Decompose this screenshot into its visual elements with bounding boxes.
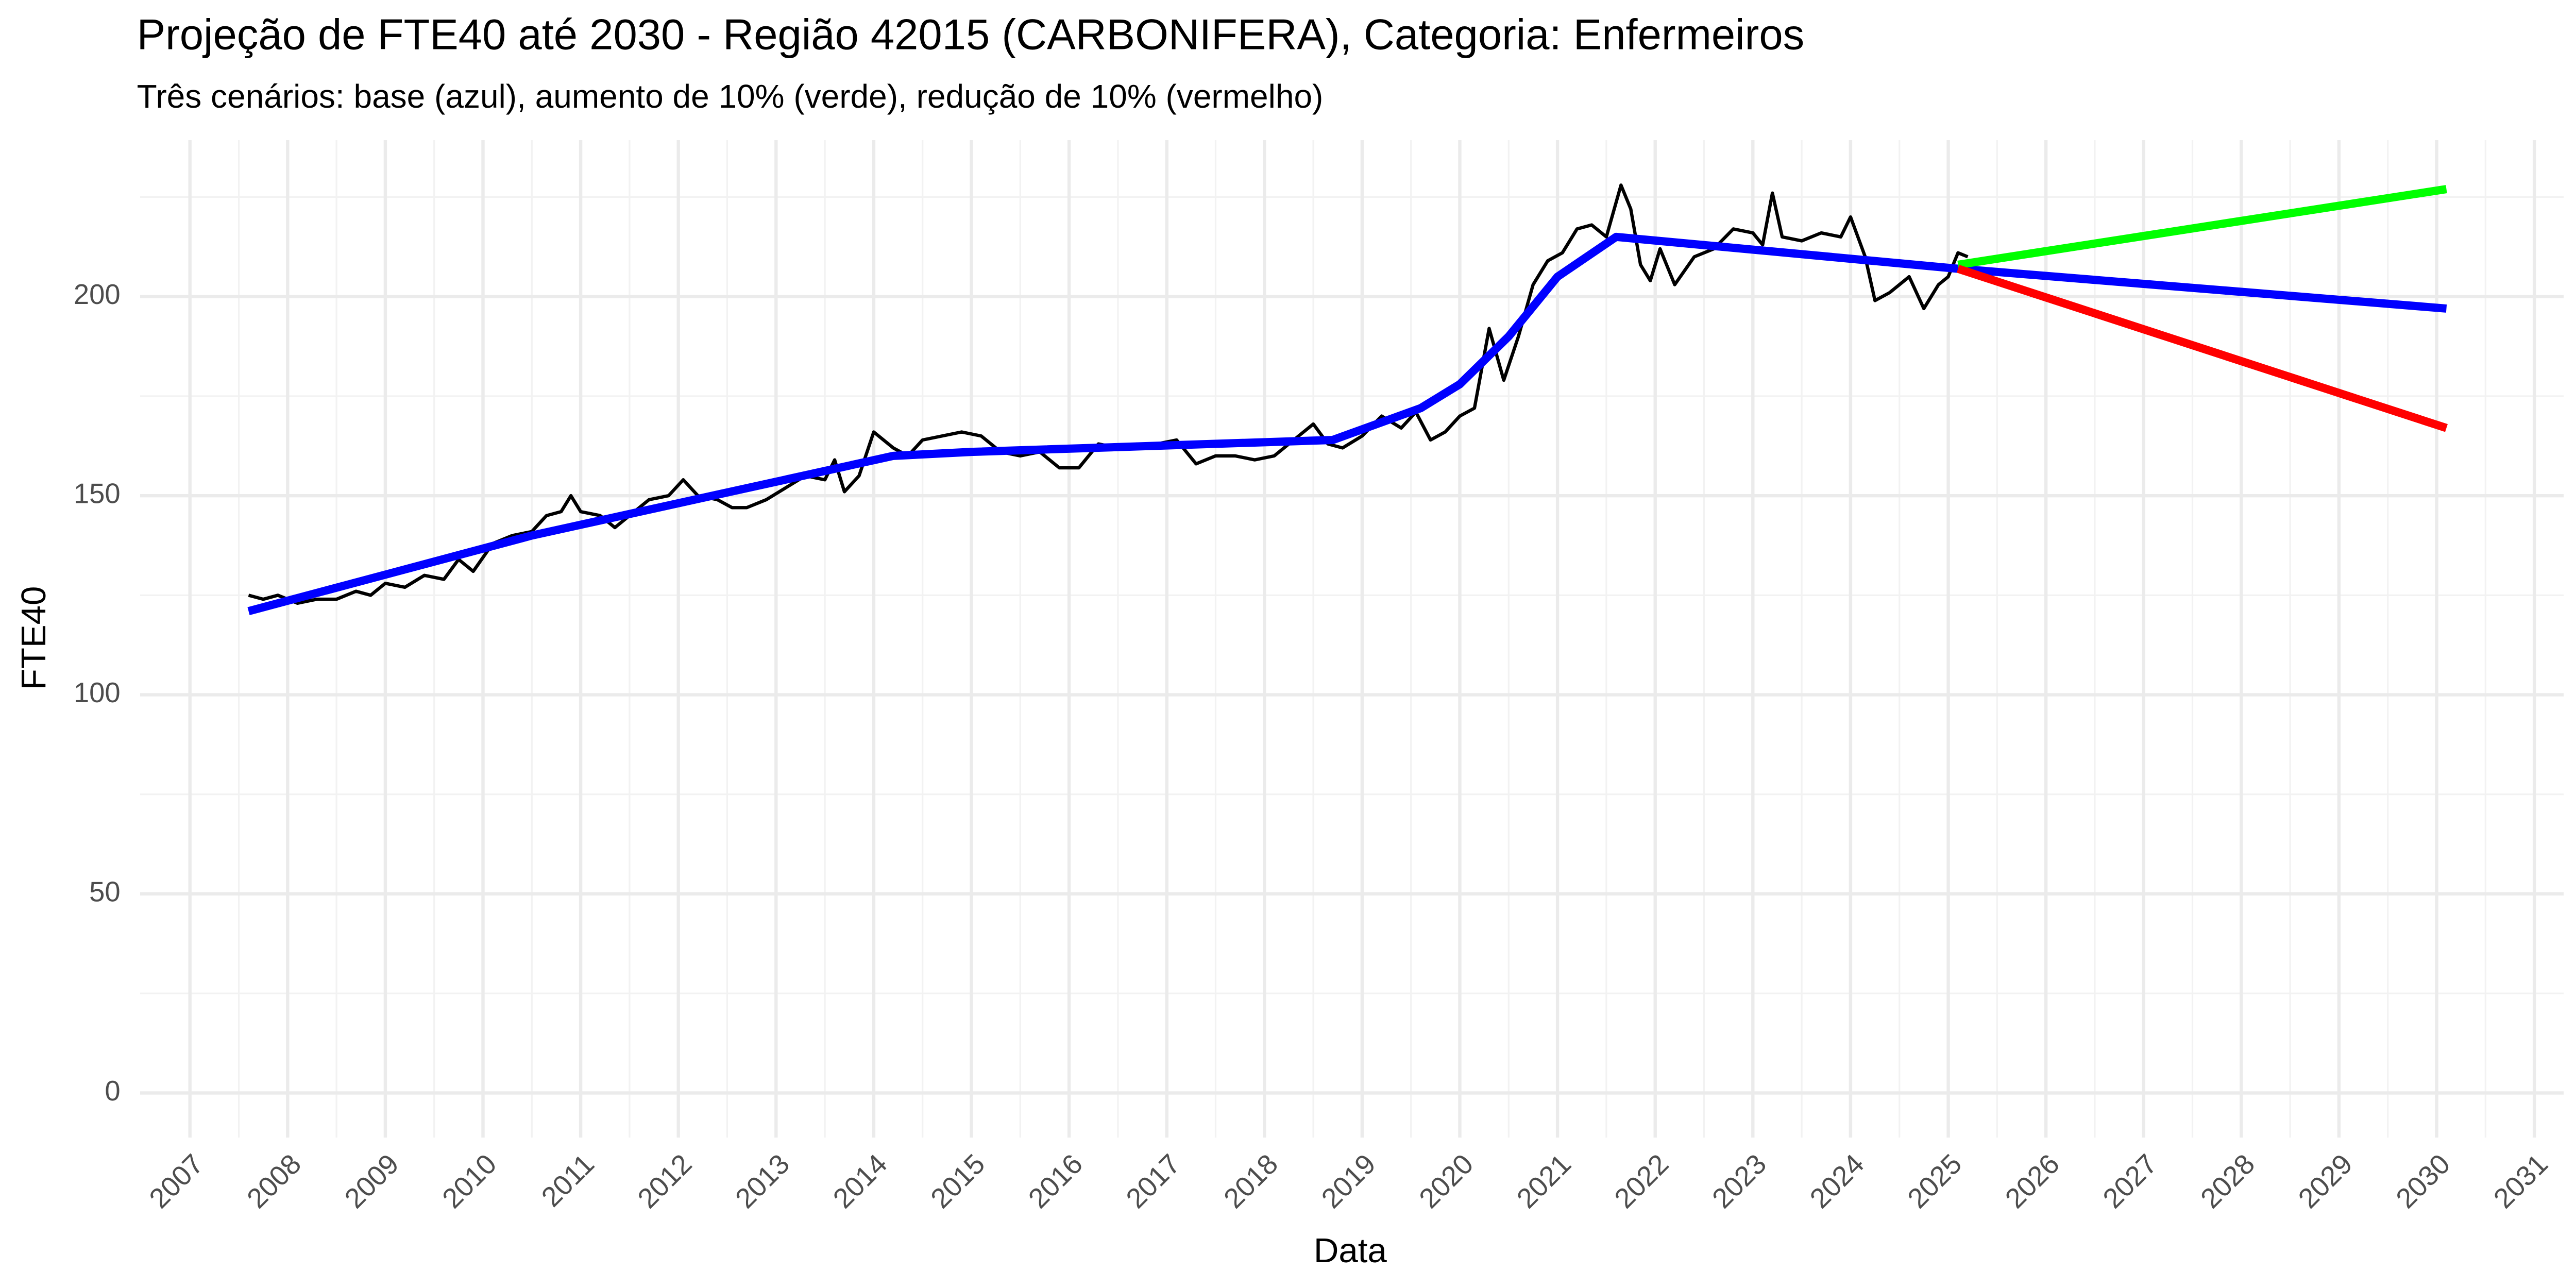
y-tick-label: 0 xyxy=(105,1075,120,1107)
y-tick-label: 50 xyxy=(89,876,121,907)
y-tick-label: 100 xyxy=(74,677,121,708)
y-tick-label: 150 xyxy=(74,478,121,510)
y-axis-label: FTE40 xyxy=(14,586,53,690)
y-tick-label: 200 xyxy=(74,279,121,310)
chart-title: Projeção de FTE40 até 2030 - Região 4201… xyxy=(137,11,1805,59)
data-line xyxy=(1957,185,2447,269)
x-axis-label: Data xyxy=(1314,1231,1387,1270)
chart-subtitle: Três cenários: base (azul), aumento de 1… xyxy=(137,78,1324,115)
data-line xyxy=(247,232,2447,616)
data-line xyxy=(1956,265,2448,432)
